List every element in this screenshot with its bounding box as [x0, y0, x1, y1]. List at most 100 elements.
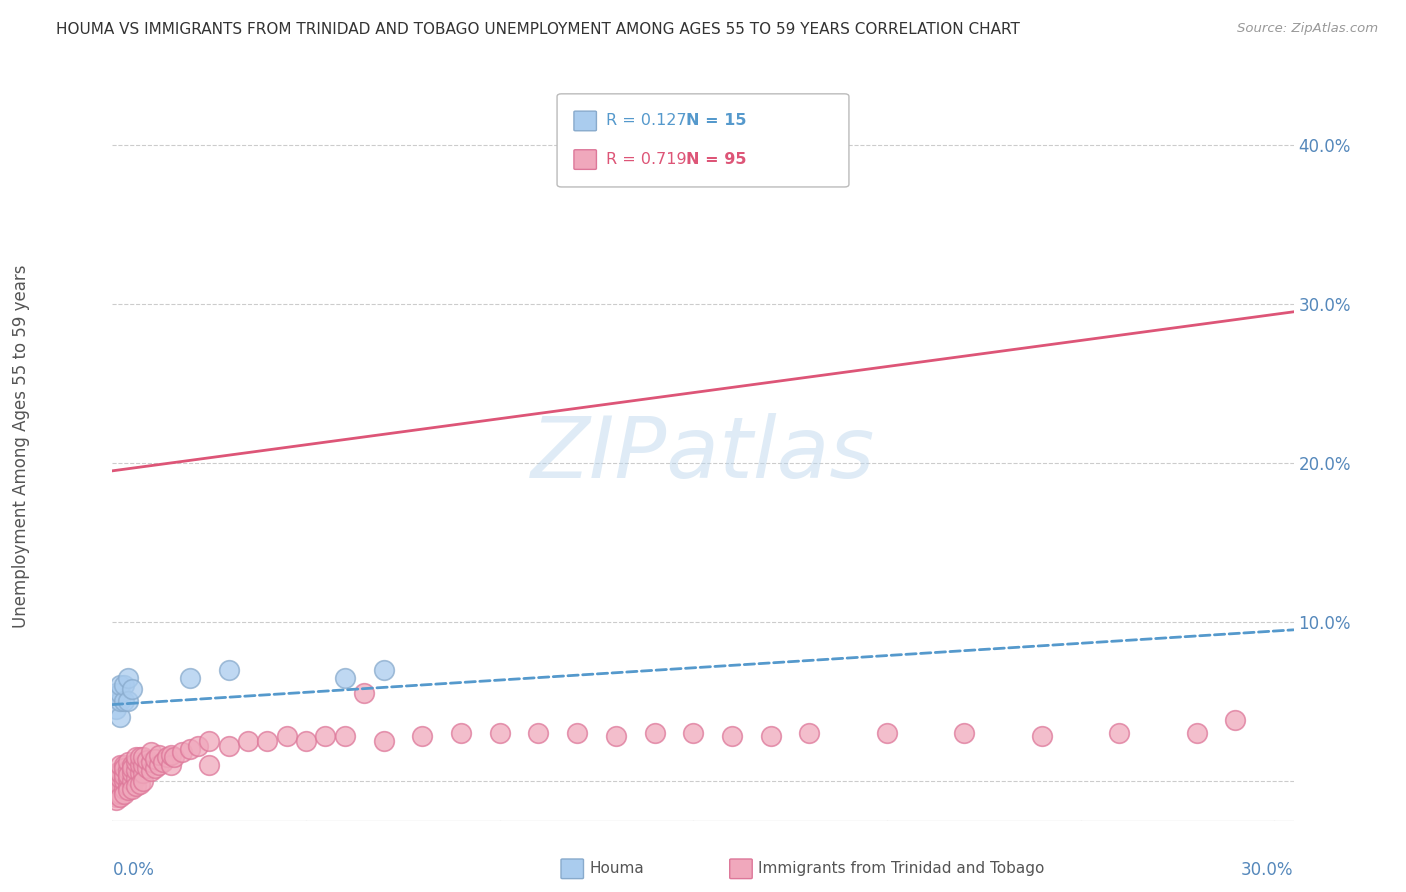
- Point: [450, 726, 472, 740]
- Point: [105, 766, 128, 780]
- Point: [112, 694, 135, 708]
- Point: [373, 734, 395, 748]
- Point: [128, 777, 150, 791]
- Point: [117, 767, 139, 781]
- Text: 30.0%: 30.0%: [1241, 861, 1294, 879]
- Point: [121, 781, 143, 796]
- Point: [333, 671, 356, 685]
- Point: [117, 671, 139, 685]
- Point: [1185, 726, 1208, 740]
- Point: [105, 771, 128, 785]
- Point: [112, 773, 135, 788]
- Point: [159, 758, 181, 772]
- Point: [110, 758, 132, 772]
- Point: [143, 761, 166, 775]
- Point: [110, 694, 132, 708]
- Point: [110, 769, 132, 783]
- Point: [110, 781, 132, 796]
- Point: [112, 781, 135, 796]
- Point: [136, 761, 159, 775]
- Text: Houma: Houma: [589, 862, 644, 876]
- Point: [159, 748, 181, 763]
- Point: [112, 769, 135, 783]
- Point: [276, 730, 298, 744]
- Point: [110, 686, 132, 700]
- Point: [125, 771, 148, 785]
- Point: [179, 742, 201, 756]
- Point: [125, 779, 148, 793]
- Point: [488, 726, 510, 740]
- Point: [112, 678, 135, 692]
- Point: [187, 739, 209, 753]
- Point: [156, 750, 179, 764]
- Point: [353, 686, 375, 700]
- Point: [218, 663, 240, 677]
- Point: [105, 787, 128, 801]
- Text: Unemployment Among Ages 55 to 59 years: Unemployment Among Ages 55 to 59 years: [13, 264, 30, 628]
- Point: [141, 745, 163, 759]
- Point: [148, 748, 170, 763]
- Point: [110, 764, 132, 779]
- Point: [179, 671, 201, 685]
- Point: [128, 758, 150, 772]
- Point: [132, 773, 155, 788]
- Point: [110, 773, 132, 788]
- Point: [527, 726, 550, 740]
- Point: [117, 771, 139, 785]
- Point: [110, 678, 132, 692]
- Point: [1031, 730, 1053, 744]
- Point: [112, 787, 135, 801]
- Point: [565, 726, 588, 740]
- Text: Source: ZipAtlas.com: Source: ZipAtlas.com: [1237, 22, 1378, 36]
- Point: [132, 758, 155, 772]
- Point: [411, 730, 433, 744]
- Point: [236, 734, 259, 748]
- Point: [148, 758, 170, 772]
- Point: [125, 763, 148, 777]
- Point: [152, 755, 174, 769]
- Point: [112, 766, 135, 780]
- Point: [121, 758, 143, 772]
- Point: [953, 726, 976, 740]
- Text: HOUMA VS IMMIGRANTS FROM TRINIDAD AND TOBAGO UNEMPLOYMENT AMONG AGES 55 TO 59 YE: HOUMA VS IMMIGRANTS FROM TRINIDAD AND TO…: [56, 22, 1021, 37]
- Text: 0.0%: 0.0%: [112, 861, 155, 879]
- Point: [132, 750, 155, 764]
- Point: [373, 663, 395, 677]
- Text: Immigrants from Trinidad and Tobago: Immigrants from Trinidad and Tobago: [758, 862, 1045, 876]
- Point: [105, 773, 128, 788]
- Point: [1225, 714, 1247, 728]
- Point: [117, 763, 139, 777]
- Point: [125, 750, 148, 764]
- Point: [105, 686, 128, 700]
- Point: [105, 793, 128, 807]
- Point: [799, 726, 821, 740]
- Point: [141, 764, 163, 779]
- Point: [721, 730, 744, 744]
- Point: [333, 730, 356, 744]
- Point: [128, 750, 150, 764]
- Point: [132, 766, 155, 780]
- Text: R = 0.719: R = 0.719: [606, 152, 688, 167]
- Point: [105, 789, 128, 804]
- Point: [110, 766, 132, 780]
- Point: [644, 726, 666, 740]
- Point: [682, 726, 704, 740]
- Point: [605, 730, 627, 744]
- Text: ZIPatlas: ZIPatlas: [531, 413, 875, 497]
- Text: N = 15: N = 15: [686, 113, 747, 128]
- Point: [117, 779, 139, 793]
- Point: [110, 787, 132, 801]
- Text: R = 0.127: R = 0.127: [606, 113, 688, 128]
- Point: [121, 766, 143, 780]
- Point: [117, 755, 139, 769]
- Point: [172, 745, 194, 759]
- Point: [110, 710, 132, 724]
- Point: [1108, 726, 1130, 740]
- Point: [105, 781, 128, 796]
- Point: [143, 751, 166, 765]
- Point: [198, 758, 221, 772]
- Point: [110, 771, 132, 785]
- Point: [198, 734, 221, 748]
- Point: [256, 734, 278, 748]
- Point: [117, 694, 139, 708]
